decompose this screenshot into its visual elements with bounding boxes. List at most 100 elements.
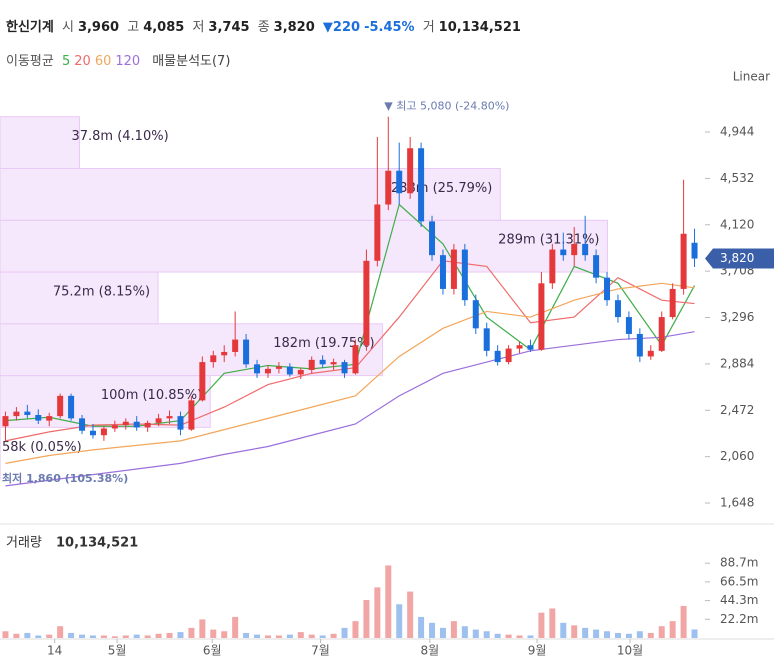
volume-bar — [330, 633, 337, 638]
volume-bar — [232, 616, 239, 638]
candle-body — [538, 283, 545, 350]
volume-bar — [286, 634, 293, 638]
volume-bar — [516, 635, 523, 638]
volume-bar — [264, 635, 271, 638]
min-annotation: 최저 1,860 (105.38%) — [2, 471, 128, 485]
candle-body — [625, 317, 632, 334]
candle-body — [680, 233, 687, 289]
candle-body — [177, 416, 184, 430]
candle-body — [330, 362, 337, 365]
volume-bar — [221, 631, 228, 638]
candle-body — [658, 317, 665, 351]
volume-profile-bar — [0, 271, 159, 325]
candle-body — [571, 243, 578, 256]
volume-bar — [658, 626, 665, 638]
x-tick-label: 10월 — [617, 644, 643, 658]
volume-bar — [614, 632, 621, 638]
candle-body — [593, 255, 600, 278]
candle-body — [254, 364, 261, 374]
volume-bar — [538, 612, 545, 638]
candle-body — [647, 350, 654, 357]
volume-bar — [188, 627, 195, 638]
volume-bar — [133, 634, 140, 638]
candle-body — [89, 430, 96, 436]
x-tick-label: 6월 — [203, 644, 222, 658]
volume-bar — [560, 622, 567, 638]
x-tick-label: 7월 — [311, 644, 330, 658]
volume-profile-label: 37.8m (4.10%) — [71, 129, 168, 144]
candle-body — [122, 421, 129, 426]
label: 거 — [422, 20, 435, 35]
candle-body — [57, 395, 64, 417]
price-tag-label: 3,820 — [720, 251, 754, 265]
volume-bar — [100, 635, 107, 638]
low: 3,745 — [208, 20, 250, 35]
volume-bar — [691, 629, 698, 638]
volume-bar — [483, 631, 490, 638]
candle-body — [560, 249, 567, 256]
high: 4,085 — [143, 20, 185, 35]
x-tick-label: 5월 — [108, 644, 127, 658]
volume-bar — [68, 632, 75, 638]
volume-bar — [593, 629, 600, 638]
volume-bar — [625, 633, 632, 638]
candle-body — [24, 411, 31, 415]
candle-body — [494, 350, 501, 363]
candle-body — [111, 425, 118, 429]
volume-bar — [79, 634, 86, 638]
candle-body — [319, 359, 326, 365]
volume-bar — [450, 621, 457, 638]
volume-bar — [89, 635, 96, 638]
y-tick-label: 2,884 — [720, 356, 754, 370]
volume-profile-label: 75.2m (8.15%) — [53, 284, 150, 299]
volume-profile-label: 238m (25.79%) — [391, 181, 492, 196]
y-tick-label: 2,060 — [720, 449, 754, 463]
volume-bar — [647, 632, 654, 638]
open: 3,960 — [77, 20, 120, 35]
volume-bar — [527, 635, 534, 638]
volume-profile-label: 58k (0.05%) — [2, 440, 82, 455]
candle-body — [385, 170, 392, 205]
label: 저 — [192, 20, 205, 35]
volume-bar — [144, 635, 151, 638]
candle-body — [691, 242, 698, 259]
volume-title: 거래량 — [6, 536, 42, 551]
volume-bar — [582, 627, 589, 638]
volume-profile-bar — [0, 167, 501, 221]
moving-average-line — [5, 331, 695, 487]
candle-body — [243, 339, 250, 365]
volume: 10,134,521 — [438, 20, 521, 35]
volume-bar — [604, 631, 611, 638]
quote-header: 한신기계 시 3,960 고 4,085 저 3,745 종 3,820 ▼220 -5.… — [6, 16, 525, 35]
candle-body — [505, 348, 512, 363]
candle-body — [133, 421, 140, 428]
label: 종 — [257, 20, 270, 35]
max-annotation: ▼ 최고 5,080 (-24.80%) — [384, 100, 509, 113]
volume-bar — [385, 565, 392, 638]
volume-bar — [363, 600, 370, 638]
candle-body — [396, 170, 403, 194]
volume-bar — [2, 631, 9, 638]
candle-body — [79, 418, 86, 431]
candle-body — [636, 333, 643, 357]
volume-bar — [24, 632, 31, 638]
y-tick-label: 22.2m — [720, 612, 758, 626]
volume-bar — [319, 635, 326, 638]
volume-bar — [439, 627, 446, 638]
volume-bar — [494, 633, 501, 638]
candle-body — [483, 328, 490, 351]
ma-legend: 120 — [115, 54, 141, 69]
volume-bar — [549, 608, 556, 638]
candle-body — [549, 249, 556, 284]
volume-bar — [13, 633, 20, 638]
volume-bar — [352, 621, 359, 638]
volume-bar — [669, 621, 676, 638]
volume-bar — [396, 604, 403, 638]
y-tick-label: 4,532 — [720, 171, 754, 185]
volume-bar — [46, 634, 53, 638]
x-tick-label: 8월 — [421, 644, 440, 658]
volume-bar — [636, 631, 643, 638]
volume-bar — [571, 625, 578, 638]
candle-body — [155, 418, 162, 423]
y-tick-label: 3,296 — [720, 310, 754, 324]
